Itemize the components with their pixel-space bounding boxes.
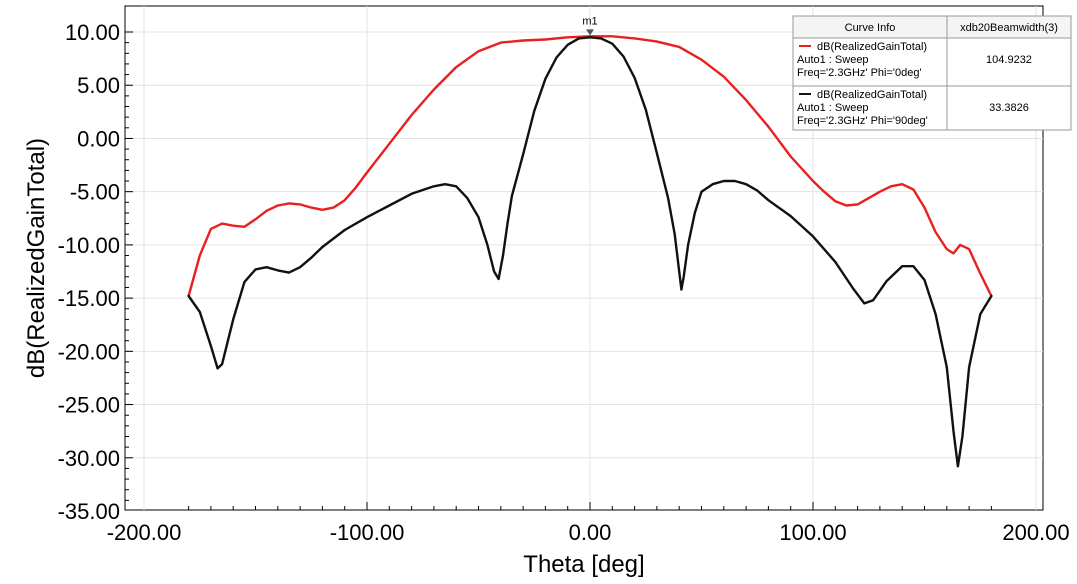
- y-tick-label-4: -10.00: [58, 233, 120, 258]
- y-tick-label-2: 0.00: [77, 126, 120, 151]
- minor-ticks: [125, 31, 992, 510]
- y-tick-label-7: -25.00: [58, 393, 120, 418]
- legend-value-0: 104.9232: [986, 54, 1032, 66]
- y-tick-label-3: -5.00: [70, 180, 120, 205]
- series-line-1: [187, 36, 993, 468]
- series-lines: [187, 35, 993, 468]
- marker-m1: m1: [582, 15, 598, 36]
- legend-header-bg: [792, 15, 1072, 39]
- x-tick-label-1: -100.00: [330, 520, 405, 545]
- y-tick-label-5: -15.00: [58, 286, 120, 311]
- legend-entry-1-line-2: Freq='2.3GHz' Phi='90deg': [797, 115, 928, 127]
- legend-entry-0-line-0: dB(RealizedGainTotal): [817, 41, 927, 53]
- legend-entry-1-line-0: dB(RealizedGainTotal): [817, 89, 927, 101]
- legend: Curve Info xdb20Beamwidth(3) dB(RealizedGa…: [792, 15, 1072, 131]
- y-tick-label-1: 5.00: [77, 73, 120, 98]
- x-tick-label-3: 100.00: [779, 520, 846, 545]
- legend-entry-1-line-1: Auto1 : Sweep: [797, 102, 869, 114]
- x-tick-label-4: 200.00: [1002, 520, 1069, 545]
- marker-triangle: [586, 29, 594, 36]
- y-tick-label-6: -20.00: [58, 339, 120, 364]
- x-tick-label-0: -200.00: [107, 520, 182, 545]
- legend-header-curve-info: Curve Info: [845, 22, 896, 34]
- x-tick-label-2: 0.00: [569, 520, 612, 545]
- y-tick-label-0: 10.00: [65, 20, 120, 45]
- legend-header-beamwidth: xdb20Beamwidth(3): [960, 22, 1058, 34]
- x-tick-labels: -200.00 -100.00 0.00 100.00 200.00: [107, 520, 1070, 545]
- legend-entry-0-line-2: Freq='2.3GHz' Phi='0deg': [797, 67, 922, 79]
- y-tick-labels: 10.00 5.00 0.00 -5.00 -10.00 -15.00 -20.00 -25.…: [58, 20, 120, 524]
- y-tick-label-9: -35.00: [58, 499, 120, 524]
- series-line-0: [187, 35, 993, 298]
- marker-label: m1: [582, 15, 597, 27]
- x-axis-title: Theta [deg]: [523, 551, 644, 578]
- legend-entry-0-line-1: Auto1 : Sweep: [797, 54, 869, 66]
- y-tick-label-8: -30.00: [58, 446, 120, 471]
- y-axis-title: dB(RealizedGainTotal): [23, 138, 50, 378]
- legend-value-1: 33.3826: [989, 102, 1029, 114]
